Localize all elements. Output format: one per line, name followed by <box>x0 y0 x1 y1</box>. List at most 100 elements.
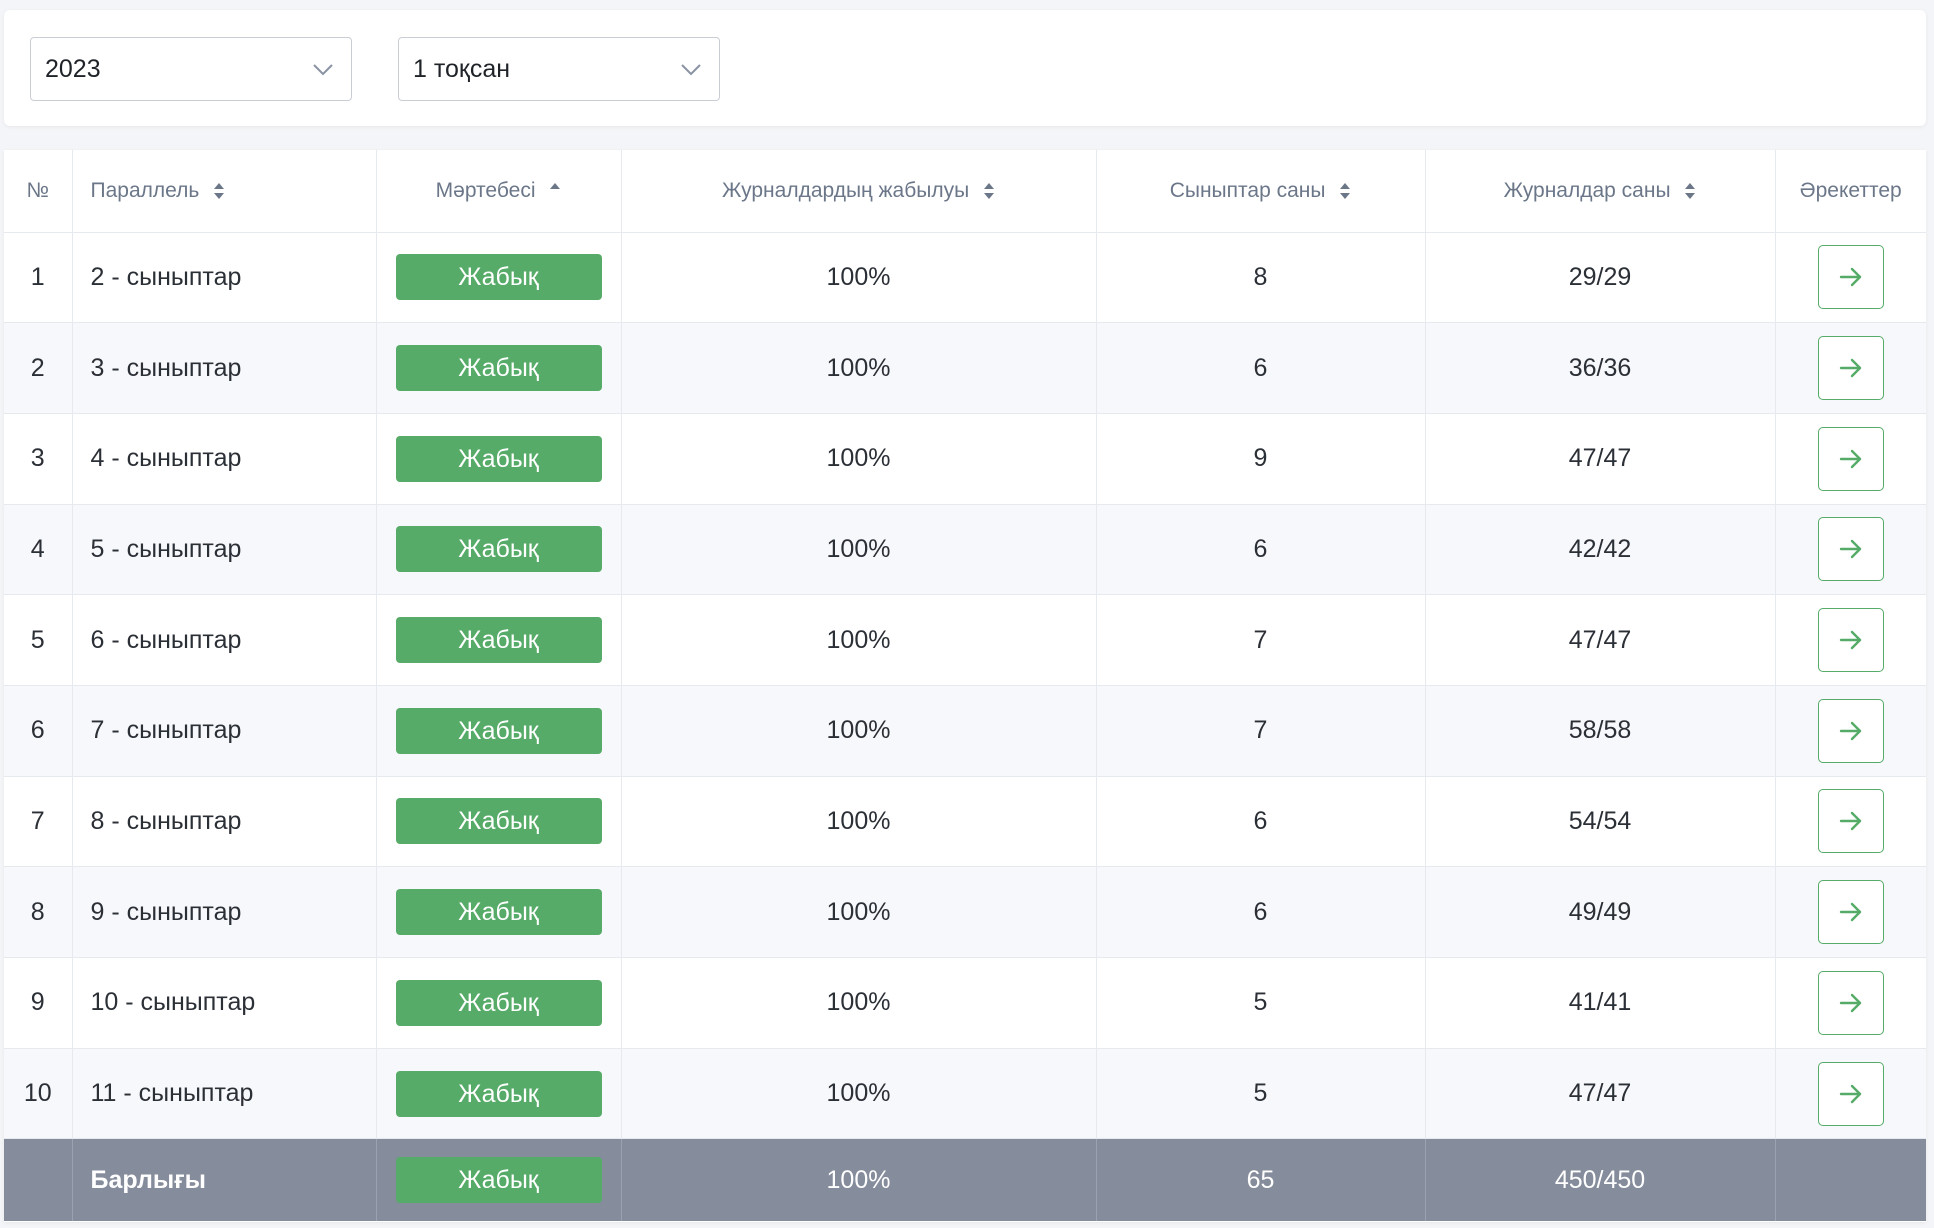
row-closure: 100% <box>621 504 1097 596</box>
status-badge: Жабық <box>395 254 602 301</box>
header-parallel-label: Параллель <box>90 178 200 202</box>
table-row: 1 2 - сыныптар Жабық 100% 8 29/29 <box>4 232 1926 324</box>
row-classes: 8 <box>1096 232 1426 324</box>
status-badge: Жабық <box>395 617 602 664</box>
header-actions: Әрекеттер <box>1775 150 1926 233</box>
row-parallel: 9 - сыныптар <box>72 866 377 958</box>
total-num-cell <box>4 1138 73 1221</box>
open-parallel-button[interactable] <box>1817 336 1884 401</box>
sort-icon[interactable] <box>1684 182 1696 200</box>
row-classes: 6 <box>1096 866 1426 958</box>
row-classes: 6 <box>1096 776 1426 868</box>
row-status-cell: Жабық <box>376 413 622 505</box>
open-parallel-button[interactable] <box>1817 245 1884 310</box>
arrow-right-icon <box>1839 358 1861 378</box>
status-badge: Жабық <box>395 345 602 392</box>
quarter-select-value: 1 тоқсан <box>413 54 511 83</box>
row-num: 6 <box>4 685 73 777</box>
parallels-table-card: № Параллель Мәртебесі Журналдардың жабыл… <box>4 150 1926 1222</box>
header-journals[interactable]: Журналдар саны <box>1425 150 1776 233</box>
table-row: 10 11 - сыныптар Жабық 100% 5 47/47 <box>4 1048 1926 1140</box>
total-label: Барлығы <box>72 1138 377 1221</box>
table-header-row: № Параллель Мәртебесі Журналдардың жабыл… <box>4 150 1926 233</box>
chevron-down-icon <box>313 64 333 76</box>
row-parallel: 10 - сыныптар <box>72 957 377 1049</box>
total-journals: 450/450 <box>1425 1138 1776 1221</box>
row-journals: 42/42 <box>1425 504 1776 596</box>
row-num: 7 <box>4 776 73 868</box>
row-num: 8 <box>4 866 73 958</box>
row-classes: 9 <box>1096 413 1426 505</box>
row-parallel: 2 - сыныптар <box>72 232 377 324</box>
row-parallel: 11 - сыныптар <box>72 1048 377 1140</box>
row-parallel: 6 - сыныптар <box>72 594 377 686</box>
row-status-cell: Жабық <box>376 776 622 868</box>
total-classes: 65 <box>1096 1138 1426 1221</box>
open-parallel-button[interactable] <box>1817 517 1884 582</box>
open-parallel-button[interactable] <box>1817 1061 1884 1126</box>
total-status-cell: Жабық <box>376 1138 622 1221</box>
row-classes: 6 <box>1096 504 1426 596</box>
sort-icon[interactable] <box>983 182 995 200</box>
table-row: 9 10 - сыныптар Жабық 100% 5 41/41 <box>4 957 1926 1049</box>
open-parallel-button[interactable] <box>1817 608 1884 673</box>
status-badge: Жабық <box>395 979 602 1026</box>
row-actions-cell <box>1775 1048 1926 1140</box>
table-row: 7 8 - сыныптар Жабық 100% 6 54/54 <box>4 776 1926 868</box>
status-badge: Жабық <box>395 798 602 845</box>
row-journals: 58/58 <box>1425 685 1776 777</box>
row-journals: 47/47 <box>1425 594 1776 686</box>
table-row: 4 5 - сыныптар Жабық 100% 6 42/42 <box>4 504 1926 596</box>
row-status-cell: Жабық <box>376 322 622 414</box>
header-journals-label: Журналдар саны <box>1503 178 1671 202</box>
sort-icon[interactable] <box>213 182 225 200</box>
row-num: 5 <box>4 594 73 686</box>
table-row: 3 4 - сыныптар Жабық 100% 9 47/47 <box>4 413 1926 505</box>
row-parallel: 7 - сыныптар <box>72 685 377 777</box>
header-closure[interactable]: Журналдардың жабылуы <box>621 150 1097 233</box>
row-status-cell: Жабық <box>376 866 622 958</box>
sort-asc-icon[interactable] <box>549 182 561 200</box>
arrow-right-icon <box>1839 993 1861 1013</box>
row-closure: 100% <box>621 232 1097 324</box>
open-parallel-button[interactable] <box>1817 970 1884 1035</box>
row-journals: 54/54 <box>1425 776 1776 868</box>
arrow-right-icon <box>1839 721 1861 740</box>
total-status-badge: Жабық <box>395 1157 602 1204</box>
open-parallel-button[interactable] <box>1817 426 1884 491</box>
row-journals: 49/49 <box>1425 866 1776 958</box>
row-journals: 41/41 <box>1425 957 1776 1049</box>
arrow-right-icon <box>1839 630 1861 650</box>
row-actions-cell <box>1775 322 1926 414</box>
total-actions-cell <box>1775 1138 1926 1221</box>
table-row: 6 7 - сыныптар Жабық 100% 7 58/58 <box>4 685 1926 777</box>
row-parallel: 4 - сыныптар <box>72 413 377 505</box>
row-num: 2 <box>4 322 73 414</box>
header-status[interactable]: Мәртебесі <box>376 150 622 233</box>
arrow-right-icon <box>1839 812 1861 831</box>
row-closure: 100% <box>621 413 1097 505</box>
open-parallel-button[interactable] <box>1817 880 1884 945</box>
arrow-right-icon <box>1839 449 1861 468</box>
filter-panel: 2023 1 тоқсан <box>4 10 1926 126</box>
row-classes: 5 <box>1096 1048 1426 1140</box>
open-parallel-button[interactable] <box>1817 698 1884 763</box>
status-badge: Жабық <box>395 707 602 754</box>
year-select-value: 2023 <box>45 54 101 83</box>
table-row: 8 9 - сыныптар Жабық 100% 6 49/49 <box>4 866 1926 958</box>
row-num: 10 <box>4 1048 73 1140</box>
open-parallel-button[interactable] <box>1817 789 1884 854</box>
header-classes[interactable]: Сыныптар саны <box>1096 150 1426 233</box>
arrow-right-icon <box>1839 540 1861 559</box>
row-parallel: 5 - сыныптар <box>72 504 377 596</box>
year-select[interactable]: 2023 <box>30 37 352 101</box>
header-status-label: Мәртебесі <box>435 178 536 202</box>
status-badge: Жабық <box>395 889 602 936</box>
sort-icon[interactable] <box>1339 182 1351 200</box>
row-closure: 100% <box>621 322 1097 414</box>
row-num: 9 <box>4 957 73 1049</box>
quarter-select[interactable]: 1 тоқсан <box>398 37 720 101</box>
status-badge: Жабық <box>395 1070 602 1117</box>
table-total-row: Барлығы Жабық 100% 65 450/450 <box>4 1138 1926 1221</box>
header-parallel[interactable]: Параллель <box>72 150 377 233</box>
